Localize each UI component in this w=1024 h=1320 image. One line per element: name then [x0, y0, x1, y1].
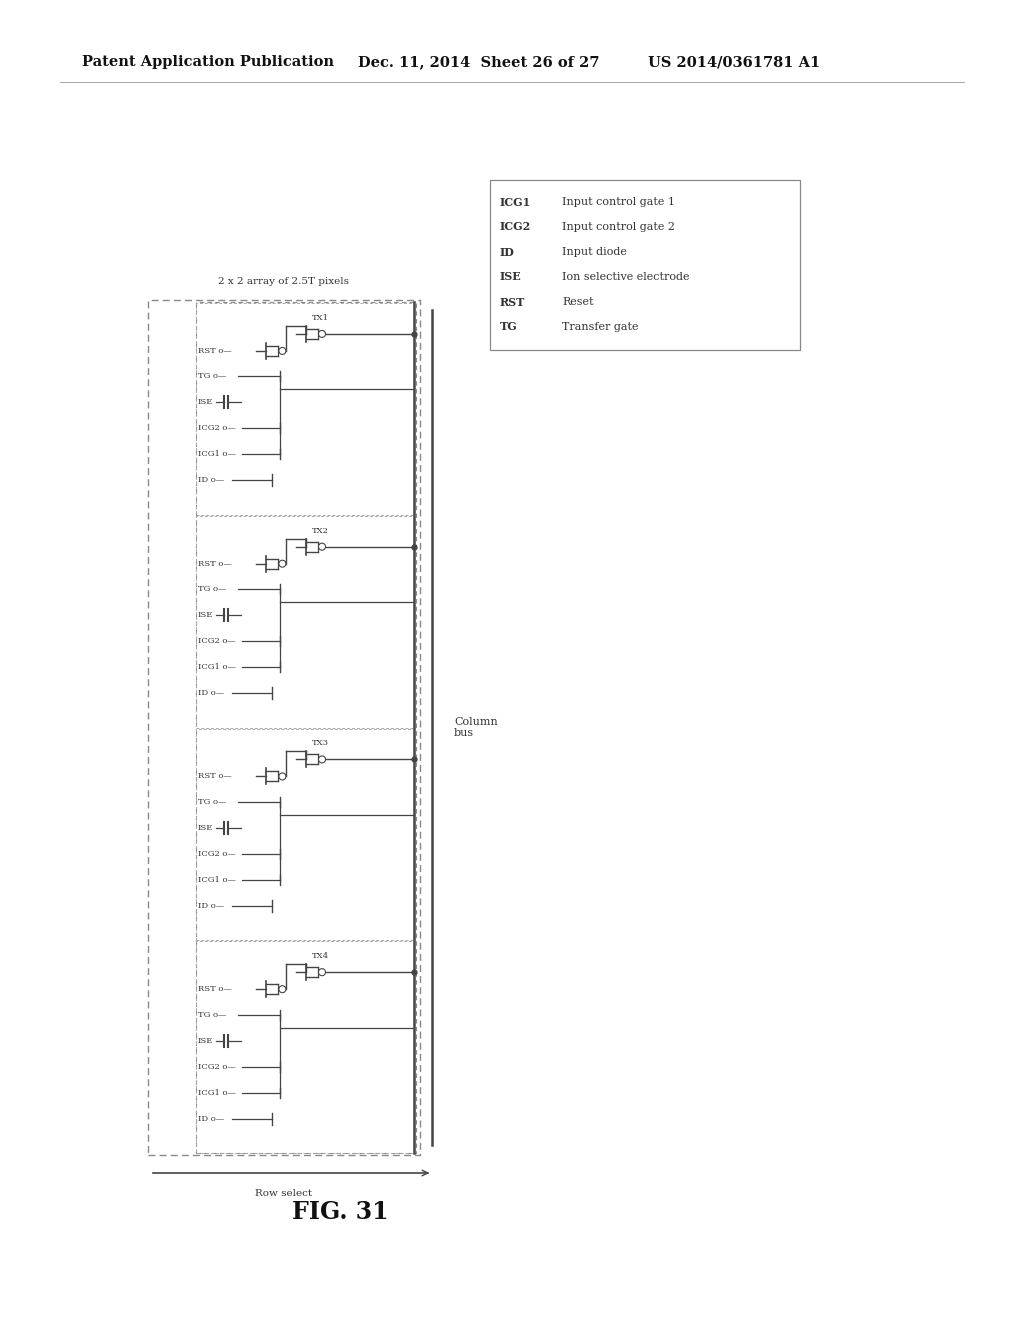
Bar — [196, 302, 416, 1152]
Text: TX1: TX1 — [311, 314, 329, 322]
Text: TG: TG — [500, 322, 518, 333]
Text: US 2014/0361781 A1: US 2014/0361781 A1 — [648, 55, 820, 69]
Text: Ion selective electrode: Ion selective electrode — [562, 272, 689, 282]
Text: ICG2 o—: ICG2 o— — [198, 850, 236, 858]
Bar — [196, 941, 414, 1152]
Text: TX3: TX3 — [311, 739, 329, 747]
Text: FIG. 31: FIG. 31 — [292, 1200, 388, 1224]
Bar — [148, 300, 420, 1155]
Bar — [490, 180, 800, 350]
Text: Row select: Row select — [255, 1189, 312, 1199]
Text: ICG2 o—: ICG2 o— — [198, 424, 236, 433]
Text: ID: ID — [500, 247, 515, 257]
Text: ID o—: ID o— — [198, 1114, 224, 1122]
Text: 2 x 2 array of 2.5T pixels: 2 x 2 array of 2.5T pixels — [218, 277, 349, 286]
Bar — [196, 729, 414, 940]
Bar — [196, 304, 414, 515]
Text: Input control gate 1: Input control gate 1 — [562, 197, 675, 207]
Text: ICG2 o—: ICG2 o— — [198, 638, 236, 645]
Text: Transfer gate: Transfer gate — [562, 322, 639, 333]
Text: Patent Application Publication: Patent Application Publication — [82, 55, 334, 69]
Text: ISE: ISE — [198, 1036, 213, 1044]
Text: RST: RST — [500, 297, 525, 308]
Text: RST o—: RST o— — [198, 985, 231, 993]
Text: TG o—: TG o— — [198, 799, 226, 807]
Text: ID o—: ID o— — [198, 902, 224, 909]
Circle shape — [318, 330, 326, 338]
Text: Input diode: Input diode — [562, 247, 627, 257]
Text: ISE: ISE — [198, 824, 213, 832]
Text: ICG2 o—: ICG2 o— — [198, 1063, 236, 1071]
Circle shape — [279, 986, 286, 993]
Text: Input control gate 2: Input control gate 2 — [562, 222, 675, 232]
Circle shape — [279, 347, 286, 355]
Circle shape — [318, 969, 326, 975]
Text: RST o—: RST o— — [198, 560, 231, 568]
Text: ID o—: ID o— — [198, 477, 224, 484]
Circle shape — [279, 774, 286, 780]
Text: TG o—: TG o— — [198, 585, 226, 593]
Text: TX4: TX4 — [311, 952, 329, 960]
Circle shape — [318, 543, 326, 550]
Text: ISE: ISE — [500, 272, 522, 282]
Text: ICG1 o—: ICG1 o— — [198, 663, 236, 671]
Text: ICG1 o—: ICG1 o— — [198, 1089, 236, 1097]
Text: TG o—: TG o— — [198, 1011, 226, 1019]
Text: ICG1 o—: ICG1 o— — [198, 876, 236, 884]
Text: TG o—: TG o— — [198, 372, 226, 380]
Text: ISE: ISE — [198, 611, 213, 619]
Text: Reset: Reset — [562, 297, 594, 308]
Text: ID o—: ID o— — [198, 689, 224, 697]
Circle shape — [279, 560, 286, 568]
Text: ICG1 o—: ICG1 o— — [198, 450, 236, 458]
Text: TX2: TX2 — [311, 527, 329, 535]
Text: ISE: ISE — [198, 399, 213, 407]
Circle shape — [318, 756, 326, 763]
Text: ICG2: ICG2 — [500, 222, 531, 232]
Bar — [196, 516, 414, 727]
Text: RST o—: RST o— — [198, 772, 231, 780]
Text: Dec. 11, 2014  Sheet 26 of 27: Dec. 11, 2014 Sheet 26 of 27 — [358, 55, 599, 69]
Text: ICG1: ICG1 — [500, 197, 531, 207]
Text: Column
bus: Column bus — [454, 717, 498, 738]
Text: RST o—: RST o— — [198, 347, 231, 355]
